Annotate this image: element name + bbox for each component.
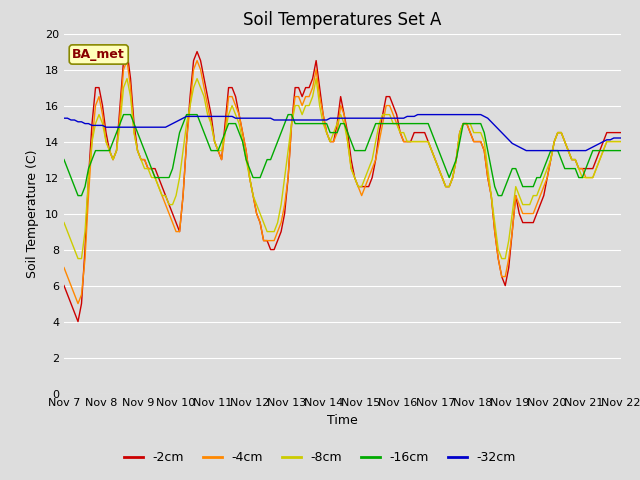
Line: -4cm: -4cm [64, 60, 621, 303]
-8cm [617, 139, 625, 144]
-2cm [428, 148, 436, 154]
-4cm [522, 211, 530, 216]
-8cm [179, 148, 187, 154]
-4cm [74, 300, 82, 306]
-4cm [596, 156, 604, 162]
-8cm [522, 202, 530, 207]
-16cm [60, 156, 68, 162]
-32cm [617, 135, 625, 141]
-2cm [596, 148, 604, 154]
-8cm [428, 148, 436, 154]
-2cm [617, 130, 625, 135]
-32cm [424, 112, 432, 118]
Legend: -2cm, -4cm, -8cm, -16cm, -32cm: -2cm, -4cm, -8cm, -16cm, -32cm [119, 446, 521, 469]
-4cm [123, 58, 131, 63]
-16cm [375, 120, 383, 126]
-4cm [60, 264, 68, 270]
-32cm [414, 112, 422, 118]
-2cm [60, 283, 68, 288]
-4cm [225, 94, 232, 99]
-32cm [218, 113, 225, 119]
-16cm [225, 120, 232, 126]
-4cm [375, 139, 383, 144]
-2cm [375, 130, 383, 135]
-8cm [123, 76, 131, 82]
-2cm [74, 319, 82, 324]
-16cm [120, 112, 127, 118]
Y-axis label: Soil Temperature (C): Soil Temperature (C) [26, 149, 40, 278]
-4cm [428, 148, 436, 154]
X-axis label: Time: Time [327, 414, 358, 427]
-32cm [522, 148, 530, 154]
-32cm [596, 141, 604, 146]
-2cm [179, 192, 187, 199]
-16cm [522, 184, 530, 190]
-16cm [428, 130, 436, 135]
-16cm [596, 148, 604, 154]
-2cm [522, 220, 530, 226]
Line: -2cm: -2cm [64, 51, 621, 322]
-4cm [179, 192, 187, 199]
-2cm [225, 84, 232, 90]
-16cm [74, 192, 82, 199]
Line: -16cm: -16cm [64, 115, 621, 196]
Text: BA_met: BA_met [72, 48, 125, 61]
-16cm [617, 148, 625, 154]
-32cm [369, 115, 376, 121]
-32cm [519, 146, 527, 152]
-2cm [123, 48, 131, 54]
-4cm [617, 139, 625, 144]
Line: -32cm: -32cm [64, 115, 621, 151]
Title: Soil Temperatures Set A: Soil Temperatures Set A [243, 11, 442, 29]
-32cm [172, 119, 180, 125]
-8cm [596, 156, 604, 162]
-8cm [375, 120, 383, 126]
-32cm [60, 115, 68, 121]
-8cm [225, 112, 232, 118]
-16cm [179, 120, 187, 126]
Line: -8cm: -8cm [64, 79, 621, 259]
-8cm [60, 220, 68, 226]
-8cm [74, 256, 82, 262]
